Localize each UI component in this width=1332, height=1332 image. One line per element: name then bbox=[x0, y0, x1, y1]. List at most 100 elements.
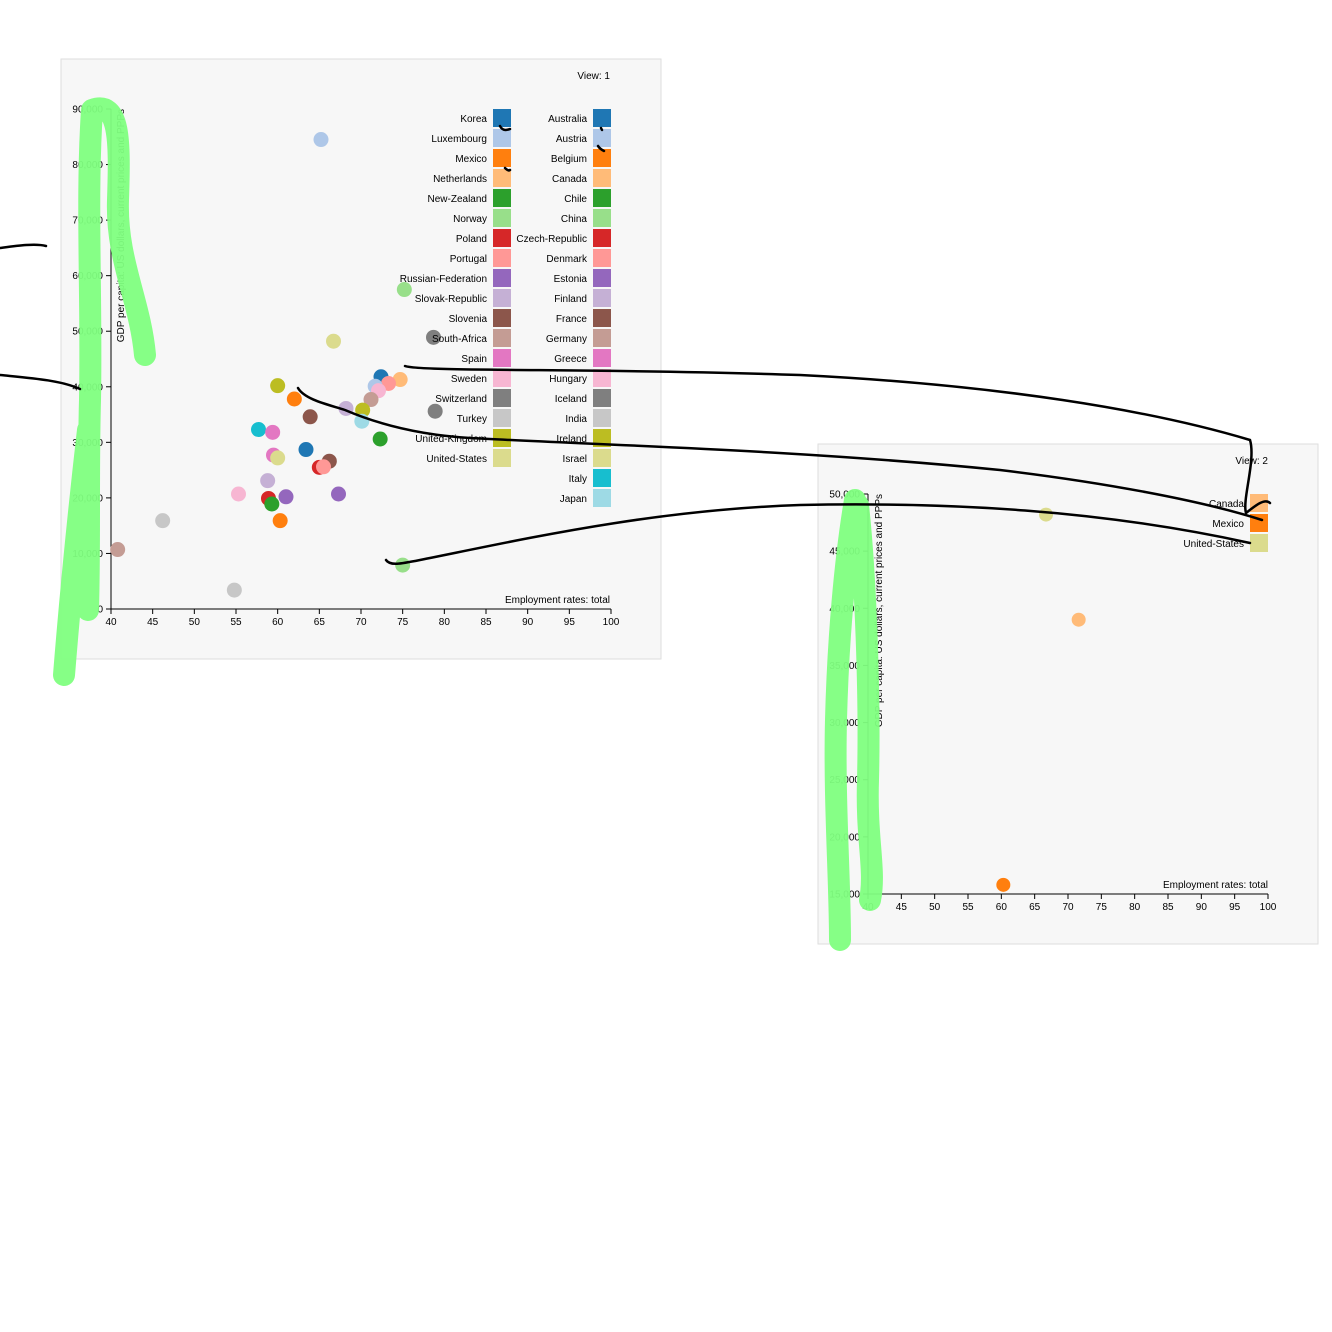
x-tick-label: 60 bbox=[272, 617, 284, 628]
scatter-point[interactable] bbox=[278, 489, 294, 505]
legend-label: Japan bbox=[560, 494, 587, 505]
ink-stroke-left-1 bbox=[0, 243, 48, 250]
scatter-point[interactable] bbox=[251, 422, 266, 438]
legend-swatch[interactable] bbox=[493, 309, 511, 327]
scatter-point[interactable] bbox=[326, 333, 341, 349]
ink-mark-legend-2 bbox=[503, 166, 512, 172]
x-tick-label: 50 bbox=[189, 617, 201, 628]
scatter-point[interactable] bbox=[298, 442, 314, 458]
legend-label: Canada bbox=[1209, 499, 1244, 510]
scatter-point[interactable] bbox=[372, 431, 388, 447]
legend-swatch[interactable] bbox=[493, 349, 511, 367]
legend-label: Netherlands bbox=[433, 174, 487, 185]
x-tick-label: 75 bbox=[397, 617, 409, 628]
legend-swatch[interactable] bbox=[493, 209, 511, 227]
legend-swatch[interactable] bbox=[593, 389, 611, 407]
legend-label: Hungary bbox=[549, 374, 587, 385]
legend-swatch[interactable] bbox=[493, 329, 511, 347]
legend-swatch[interactable] bbox=[593, 289, 611, 307]
legend-swatch[interactable] bbox=[593, 349, 611, 367]
scatter-point[interactable] bbox=[286, 391, 302, 407]
scatter-point[interactable] bbox=[331, 486, 346, 502]
legend-swatch[interactable] bbox=[593, 149, 611, 167]
scatter-point[interactable] bbox=[1039, 507, 1053, 522]
legend-swatch[interactable] bbox=[493, 189, 511, 207]
scatter-point[interactable] bbox=[155, 513, 171, 529]
legend-swatch[interactable] bbox=[593, 189, 611, 207]
legend-swatch[interactable] bbox=[493, 109, 511, 127]
scatter-point[interactable] bbox=[316, 459, 331, 475]
x-tick-label: 45 bbox=[147, 617, 159, 628]
scatter-point[interactable] bbox=[313, 132, 329, 148]
scatter-point[interactable] bbox=[270, 450, 286, 466]
scatter-point[interactable] bbox=[426, 329, 441, 345]
legend-swatch[interactable] bbox=[493, 409, 511, 427]
legend-label: United-States bbox=[1183, 539, 1244, 550]
legend-swatch[interactable] bbox=[593, 429, 611, 447]
legend-label: Ireland bbox=[556, 434, 587, 445]
scatter-point[interactable] bbox=[231, 486, 246, 502]
scatter-point[interactable] bbox=[302, 409, 318, 425]
legend-swatch[interactable] bbox=[593, 329, 611, 347]
scatter-point[interactable] bbox=[1071, 612, 1086, 627]
legend-swatch[interactable] bbox=[593, 409, 611, 427]
legend-swatch[interactable] bbox=[593, 269, 611, 287]
legend-swatch[interactable] bbox=[493, 149, 511, 167]
legend-swatch[interactable] bbox=[493, 129, 511, 147]
scatter-point[interactable] bbox=[260, 473, 276, 489]
legend-swatch[interactable] bbox=[493, 389, 511, 407]
legend-swatch[interactable] bbox=[493, 229, 511, 247]
scatter-point[interactable] bbox=[427, 403, 443, 419]
scatter-point[interactable] bbox=[363, 392, 379, 408]
scatter-point[interactable] bbox=[265, 424, 281, 440]
scatter-point[interactable] bbox=[996, 877, 1011, 892]
legend-swatch[interactable] bbox=[593, 369, 611, 387]
legend-swatch[interactable] bbox=[593, 129, 611, 147]
x-tick-label: 65 bbox=[1029, 902, 1041, 913]
scatter-point[interactable] bbox=[270, 378, 286, 394]
legend-swatch[interactable] bbox=[593, 489, 611, 507]
scatter-point[interactable] bbox=[396, 282, 412, 298]
legend-label: United-States bbox=[426, 454, 487, 465]
legend-label: Canada bbox=[552, 174, 587, 185]
scatter-point[interactable] bbox=[110, 542, 126, 558]
legend-label: Iceland bbox=[555, 394, 587, 405]
scatter-point[interactable] bbox=[272, 513, 288, 529]
legend-label: Czech-Republic bbox=[516, 234, 587, 245]
legend-swatch[interactable] bbox=[493, 269, 511, 287]
scatter-point[interactable] bbox=[395, 557, 411, 573]
x-tick-label: 65 bbox=[314, 617, 326, 628]
legend-label: Chile bbox=[564, 194, 587, 205]
view-1-legend[interactable]: Korea Luxembourg Mexico Netherlands New-Zeal… bbox=[400, 109, 611, 507]
legend-swatch[interactable] bbox=[593, 169, 611, 187]
scatter-point[interactable] bbox=[264, 496, 280, 512]
scatter-point[interactable] bbox=[392, 372, 408, 388]
legend-swatch[interactable] bbox=[593, 229, 611, 247]
legend-swatch[interactable] bbox=[493, 289, 511, 307]
x-tick-label: 95 bbox=[1229, 902, 1241, 913]
legend-label: United-Kingdom bbox=[415, 434, 487, 445]
legend-swatch[interactable] bbox=[593, 449, 611, 467]
legend-swatch[interactable] bbox=[493, 449, 511, 467]
ink-mark-legend-3 bbox=[596, 126, 606, 153]
legend-swatch[interactable] bbox=[493, 429, 511, 447]
view-1-x-axis-title: Employment rates: total bbox=[505, 595, 610, 606]
scatter-point[interactable] bbox=[226, 582, 242, 598]
legend-swatch[interactable] bbox=[493, 369, 511, 387]
legend-swatch[interactable] bbox=[1250, 534, 1268, 552]
legend-swatch[interactable] bbox=[593, 309, 611, 327]
legend-label: Austria bbox=[556, 134, 588, 145]
legend-swatch[interactable] bbox=[493, 169, 511, 187]
y-tick-label: 50,000 bbox=[829, 490, 860, 501]
legend-swatch[interactable] bbox=[493, 249, 511, 267]
legend-swatch[interactable] bbox=[593, 209, 611, 227]
legend-label: Norway bbox=[453, 214, 487, 225]
x-tick-label: 90 bbox=[1196, 902, 1208, 913]
legend-swatch[interactable] bbox=[593, 109, 611, 127]
legend-label: Israel bbox=[563, 454, 587, 465]
scatter-point[interactable] bbox=[355, 402, 371, 418]
legend-swatch[interactable] bbox=[593, 469, 611, 487]
legend-swatch[interactable] bbox=[593, 249, 611, 267]
legend-label: New-Zealand bbox=[428, 194, 487, 205]
view-2-panel[interactable]: View: 2 40 45 50 55 60 65 70 75 80 85 90 95 10015,00… bbox=[817, 443, 1319, 945]
